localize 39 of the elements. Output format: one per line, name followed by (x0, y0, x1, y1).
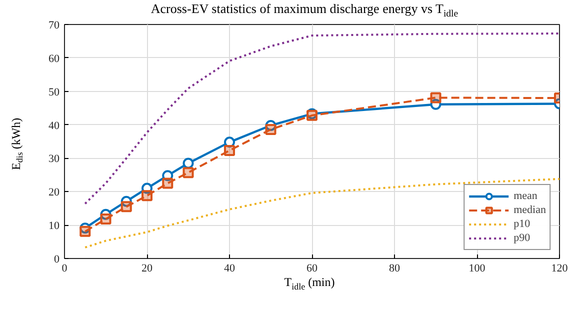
point (162, 178, 174, 189)
line-series (84, 178, 560, 248)
point (430, 92, 442, 104)
point (265, 120, 276, 131)
x-tick-label: 60 (306, 262, 318, 274)
point (120, 201, 132, 212)
chart-title: Across-EV statistics of maximum discharge energy vs T$_{idle}$ (150, 0, 458, 22)
legend-label: p10 (514, 217, 532, 231)
point (120, 196, 132, 207)
legend-label: mean (514, 189, 538, 203)
y-tick-label: 20 (48, 186, 60, 199)
point (265, 124, 276, 135)
y-tick-label: 70 (48, 20, 60, 32)
point (224, 136, 235, 148)
y-tick-label: 60 (48, 52, 60, 65)
point (182, 167, 194, 178)
x-tick-label: 20 (142, 262, 153, 274)
point (224, 145, 235, 156)
point (430, 98, 442, 110)
y-tick-label: 40 (48, 120, 60, 132)
y-tick-label: 50 (48, 86, 60, 98)
line-series (84, 32, 560, 205)
legend-label: median (514, 203, 546, 217)
x-tick-label: 40 (224, 262, 236, 274)
x-tick-label: 80 (389, 262, 400, 274)
point (182, 158, 194, 169)
point (162, 170, 174, 182)
point (142, 182, 152, 194)
legend-label: p90 (514, 231, 532, 245)
y-tick-label: 10 (48, 220, 60, 232)
y-tick-label: 0 (54, 254, 60, 266)
point (80, 226, 91, 237)
point (142, 190, 152, 202)
x-tick-label: 100 (468, 262, 486, 274)
x-tick-label: 0 (62, 262, 68, 274)
x-axis-title: T$_{idle}$ (min) (284, 274, 335, 294)
point (100, 214, 112, 225)
y-tick-label: 30 (48, 153, 60, 166)
x-tick-label: 120 (551, 262, 568, 274)
